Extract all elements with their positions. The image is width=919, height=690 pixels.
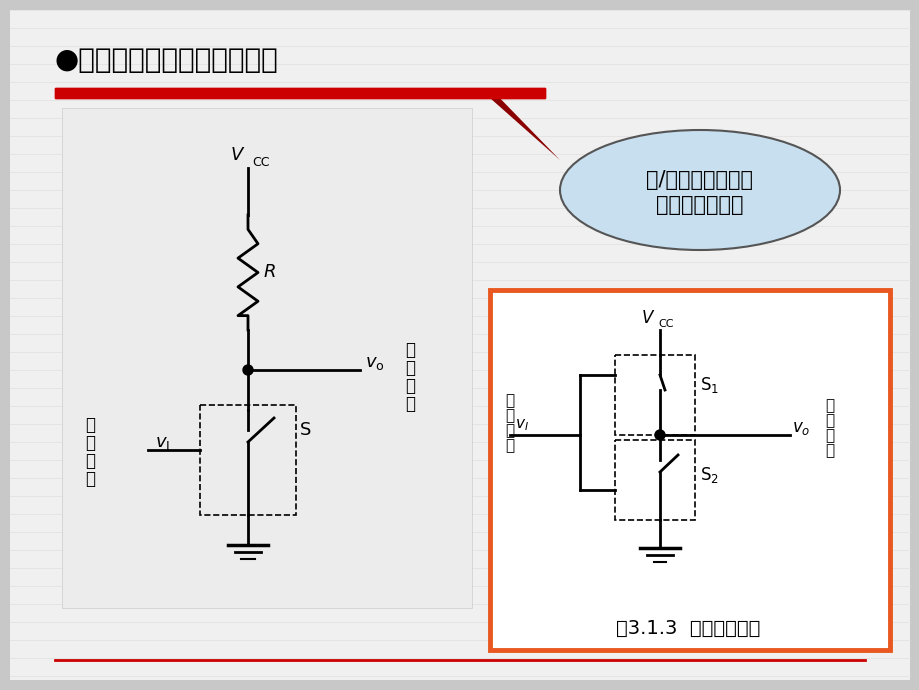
Text: 信: 信 <box>85 452 95 470</box>
Bar <box>62 108 471 608</box>
Text: S$_1$: S$_1$ <box>699 375 719 395</box>
Text: 输: 输 <box>404 341 414 359</box>
Text: S: S <box>300 421 311 439</box>
Text: $R$: $R$ <box>263 263 276 281</box>
Text: $v_o$: $v_o$ <box>791 419 810 437</box>
Bar <box>614 355 694 435</box>
Polygon shape <box>55 88 560 160</box>
Text: 输: 输 <box>85 416 95 434</box>
Bar <box>55 88 544 98</box>
Ellipse shape <box>560 130 839 250</box>
Text: 入: 入 <box>85 434 95 452</box>
Text: 号: 号 <box>505 438 514 453</box>
Text: 信: 信 <box>505 423 514 438</box>
Text: 图3.1.3  互补开关电路: 图3.1.3 互补开关电路 <box>615 618 759 638</box>
Text: $v_{\rm I}$: $v_{\rm I}$ <box>154 434 170 452</box>
Text: 号: 号 <box>85 470 95 488</box>
Text: 输: 输 <box>505 393 514 408</box>
Text: $V$: $V$ <box>641 309 654 327</box>
Text: 出: 出 <box>824 413 834 428</box>
Text: 高/低电平都允许有: 高/低电平都允许有 <box>646 170 753 190</box>
Bar <box>55 88 544 98</box>
Text: CC: CC <box>252 155 269 168</box>
Text: CC: CC <box>657 319 673 329</box>
Text: 入: 入 <box>505 408 514 423</box>
Text: 输: 输 <box>824 398 834 413</box>
Text: 信: 信 <box>824 428 834 443</box>
FancyBboxPatch shape <box>490 290 889 650</box>
Text: $v_{\rm o}$: $v_{\rm o}$ <box>365 354 384 372</box>
Circle shape <box>654 430 664 440</box>
FancyBboxPatch shape <box>10 10 909 680</box>
Bar <box>199 405 296 515</box>
Text: $v_I$: $v_I$ <box>515 417 528 433</box>
Text: 一定的变化范围: 一定的变化范围 <box>655 195 743 215</box>
Text: 号: 号 <box>824 443 834 458</box>
Text: 信: 信 <box>404 377 414 395</box>
Bar <box>614 440 694 520</box>
Text: S$_2$: S$_2$ <box>699 465 718 485</box>
Text: 号: 号 <box>404 395 414 413</box>
Text: 出: 出 <box>404 359 414 377</box>
Text: ●获得高、低电平的基本原理: ●获得高、低电平的基本原理 <box>55 46 278 74</box>
Text: $V$: $V$ <box>230 146 245 164</box>
Circle shape <box>243 365 253 375</box>
